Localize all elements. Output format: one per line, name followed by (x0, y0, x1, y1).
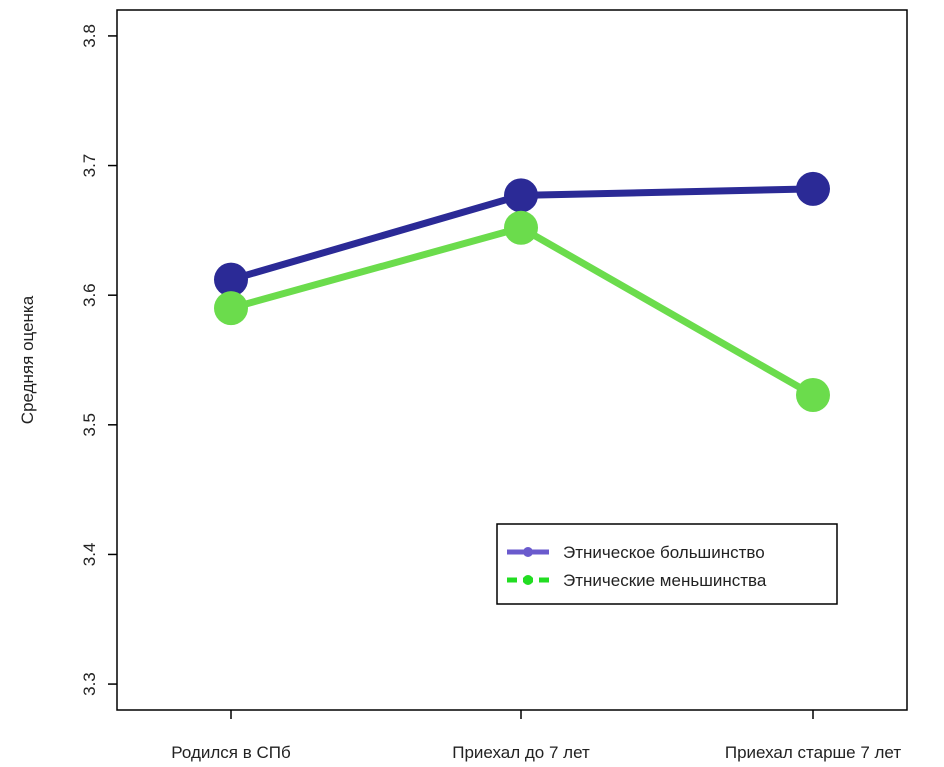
data-point (214, 291, 248, 326)
legend-label: Этнические меньшинства (563, 571, 767, 590)
legend-box (496, 523, 838, 605)
y-tick-label: 3.8 (80, 24, 99, 48)
y-tick-label: 3.7 (80, 154, 99, 178)
y-tick-label: 3.3 (80, 672, 99, 696)
legend: Этническое большинство Этнические меньшин… (496, 523, 838, 605)
legend-item: Этническое большинство (507, 543, 765, 562)
y-tick-label: 3.4 (80, 543, 99, 567)
x-tick-label: Родился в СПб (171, 743, 291, 762)
x-axis: Родился в СПб Приехал до 7 лет Приехал ста… (171, 710, 901, 762)
y-axis: 3.3 3.4 3.5 3.6 3.7 3.8 (80, 24, 117, 696)
data-point (796, 171, 830, 206)
series-1 (214, 171, 830, 297)
data-point (504, 210, 538, 245)
legend-swatch-point (523, 575, 533, 585)
legend-swatch-point (523, 547, 533, 557)
data-point (504, 178, 538, 213)
y-tick-label: 3.5 (80, 413, 99, 437)
x-tick-label: Приехал старше 7 лет (725, 743, 901, 762)
y-axis-title: Средняя оценка (18, 295, 37, 424)
series-layer (214, 171, 830, 412)
legend-label: Этническое большинство (563, 543, 765, 562)
data-point (796, 378, 830, 412)
series-2 (214, 210, 830, 412)
plot-frame (116, 9, 908, 711)
data-point (214, 262, 248, 297)
y-tick-label: 3.6 (80, 283, 99, 307)
x-tick-label: Приехал до 7 лет (452, 743, 590, 762)
legend-item: Этнические меньшинства (507, 571, 767, 590)
